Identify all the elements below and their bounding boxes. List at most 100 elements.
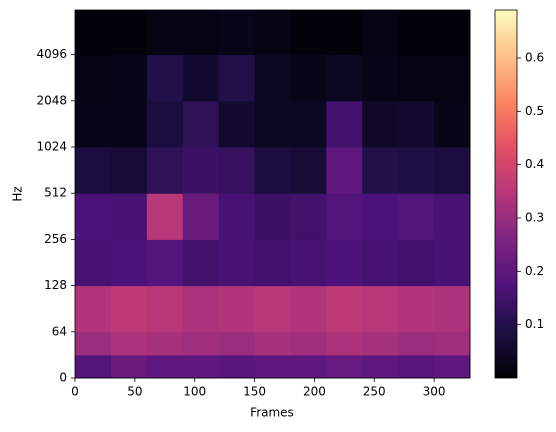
heat-cell <box>254 193 291 240</box>
x-tick-label: 250 <box>363 385 386 399</box>
heat-cell <box>218 239 256 287</box>
y-tick-label: 128 <box>44 278 67 292</box>
colorbar-tick-label: 0.3 <box>525 211 544 225</box>
heat-cell <box>218 147 256 194</box>
heat-cell <box>218 354 256 379</box>
heat-cell <box>182 54 220 102</box>
y-tick-label: 4096 <box>36 47 67 61</box>
plot-frame <box>74 9 471 379</box>
heat-cell <box>254 100 291 148</box>
y-tick-label: 2048 <box>36 93 67 107</box>
heat-cell <box>146 100 184 148</box>
heat-cell <box>75 354 112 379</box>
x-tick-label: 0 <box>71 385 79 399</box>
heat-cell <box>290 54 327 102</box>
y-tick-label: 64 <box>52 324 67 338</box>
heat-cell <box>182 331 220 356</box>
heat-cell <box>398 10 435 56</box>
heat-cell <box>434 100 471 148</box>
heat-cell <box>362 100 399 148</box>
heat-cell <box>75 193 112 240</box>
heat-cell <box>362 239 399 287</box>
heat-cell <box>362 285 399 333</box>
heat-cell <box>434 285 471 333</box>
heat-cell <box>398 193 435 240</box>
heat-cell <box>75 10 112 56</box>
y-tick-label: 0 <box>59 371 67 385</box>
heat-cell <box>218 331 256 356</box>
heat-cell <box>75 100 112 148</box>
heat-cell <box>110 147 148 194</box>
heat-cell <box>398 54 435 102</box>
heat-cell <box>326 354 363 379</box>
heat-cell <box>326 239 363 287</box>
y-tick-label: 1024 <box>36 140 67 154</box>
heat-cell <box>146 239 184 287</box>
colorbar-tick-label: 0.2 <box>525 264 544 278</box>
colorbar <box>494 9 518 379</box>
heat-cell <box>398 147 435 194</box>
heat-cell <box>326 331 363 356</box>
heat-cell <box>362 147 399 194</box>
heat-cell <box>398 285 435 333</box>
colorbar-tick-label: 0.5 <box>525 104 544 118</box>
heat-cell <box>254 354 291 379</box>
colorbar-tick-label: 0.1 <box>525 317 544 331</box>
heat-cell <box>290 147 327 194</box>
heat-cell <box>254 10 291 56</box>
heat-cell <box>218 193 256 240</box>
heat-cell <box>290 239 327 287</box>
heat-cell <box>434 193 471 240</box>
heat-cell <box>254 331 291 356</box>
heat-cell <box>326 193 363 240</box>
heat-cell <box>434 54 471 102</box>
heat-cell <box>326 147 363 194</box>
heat-cell <box>146 147 184 194</box>
x-tick-label: 150 <box>243 385 266 399</box>
heat-cell <box>146 193 184 240</box>
colorbar-tick-label: 0.6 <box>525 51 544 65</box>
heat-cell <box>290 285 327 333</box>
heat-cell <box>254 54 291 102</box>
heat-cell <box>218 54 256 102</box>
heat-cell <box>182 354 220 379</box>
heat-cell <box>434 147 471 194</box>
heat-cell <box>110 239 148 287</box>
heat-cell <box>75 54 112 102</box>
heatmap <box>75 10 471 379</box>
heat-cell <box>146 285 184 333</box>
heat-cell <box>290 100 327 148</box>
heat-cell <box>434 331 471 356</box>
heat-cell <box>434 239 471 287</box>
heat-cell <box>434 10 471 56</box>
heat-cell <box>326 285 363 333</box>
heat-cell <box>110 331 148 356</box>
heat-cell <box>434 354 471 379</box>
heat-cell <box>182 100 220 148</box>
heat-cell <box>110 54 148 102</box>
heat-cell <box>218 285 256 333</box>
heat-cell <box>398 100 435 148</box>
x-tick-label: 300 <box>423 385 446 399</box>
heat-cell <box>110 354 148 379</box>
heat-cell <box>290 10 327 56</box>
heat-cell <box>110 10 148 56</box>
heat-cell <box>146 354 184 379</box>
heat-cell <box>110 100 148 148</box>
heat-cell <box>362 331 399 356</box>
heat-cell <box>290 331 327 356</box>
x-tick-label: 200 <box>303 385 326 399</box>
heat-cell <box>326 54 363 102</box>
heat-cell <box>182 193 220 240</box>
heat-cell <box>146 54 184 102</box>
heat-cell <box>254 147 291 194</box>
x-axis-label: Frames <box>250 406 294 420</box>
heat-cell <box>146 10 184 56</box>
heat-cell <box>75 147 112 194</box>
heat-cell <box>362 54 399 102</box>
heat-cell <box>290 193 327 240</box>
heat-cell <box>146 331 184 356</box>
x-tick-label: 100 <box>183 385 206 399</box>
heat-cell <box>254 239 291 287</box>
